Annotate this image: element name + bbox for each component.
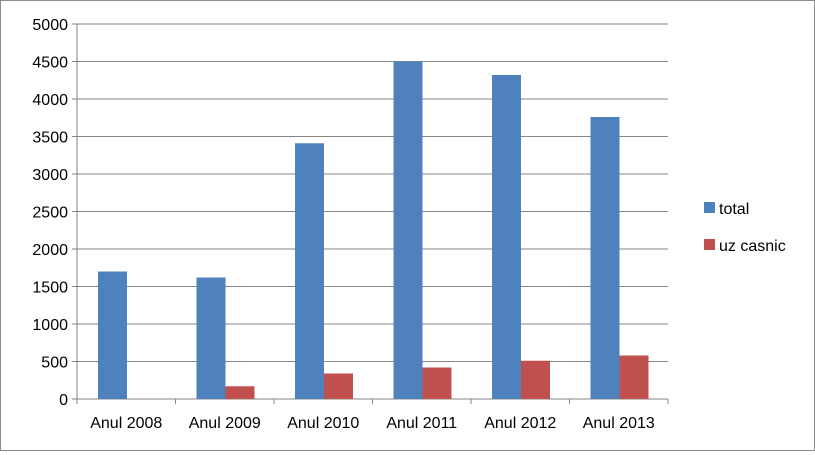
bar-uz-casnic-anul-2009 [225, 386, 255, 399]
x-tick-label: Anul 2013 [583, 415, 655, 432]
y-tick-label: 2000 [32, 242, 68, 259]
legend-swatch-total [704, 202, 715, 213]
y-tick-label: 2500 [32, 205, 68, 222]
x-tick-label: Anul 2008 [90, 415, 162, 432]
bar-total-anul-2010 [295, 143, 324, 399]
bar-total-anul-2013 [590, 117, 620, 399]
y-tick-label: 5000 [32, 17, 68, 34]
legend-label-total: total [719, 201, 749, 218]
y-tick-label: 1000 [32, 317, 68, 334]
legend-label-uz-casnic: uz casnic [719, 238, 786, 255]
legend-swatch-uz-casnic [704, 239, 715, 250]
bar-total-anul-2011 [393, 61, 423, 399]
bar-uz-casnic-anul-2012 [521, 360, 550, 399]
y-tick-label: 0 [59, 392, 68, 409]
x-tick-label: Anul 2012 [484, 415, 556, 432]
x-tick-label: Anul 2011 [386, 415, 457, 432]
bar-uz-casnic-anul-2010 [324, 373, 353, 399]
bar-total-anul-2008 [98, 271, 127, 399]
y-tick-label: 4500 [32, 55, 68, 72]
bar-total-anul-2012 [492, 75, 521, 399]
y-tick-label: 3500 [32, 130, 68, 147]
bar-uz-casnic-anul-2011 [422, 367, 452, 399]
y-tick-label: 500 [41, 355, 68, 372]
bar-total-anul-2009 [196, 277, 226, 399]
bar-uz-casnic-anul-2013 [619, 355, 649, 399]
y-tick-label: 4000 [32, 92, 68, 109]
x-tick-label: Anul 2009 [189, 415, 261, 432]
x-tick-label: Anul 2010 [287, 415, 359, 432]
y-tick-label: 3000 [32, 167, 68, 184]
y-tick-label: 1500 [32, 280, 68, 297]
